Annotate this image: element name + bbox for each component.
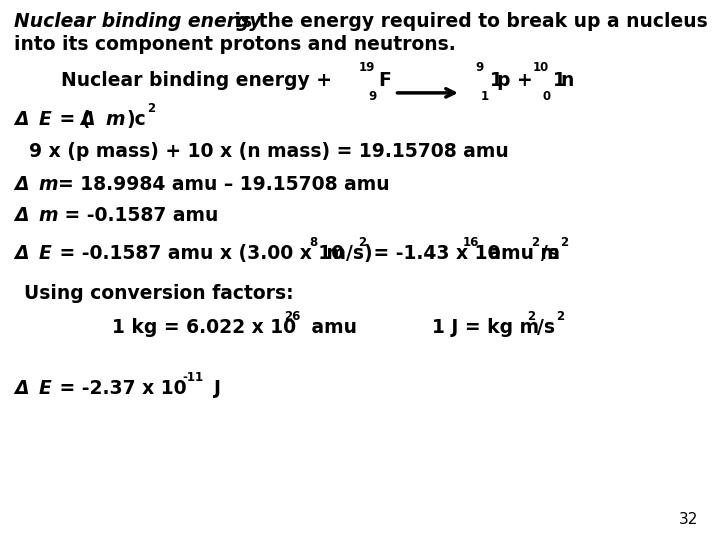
Text: m: m bbox=[39, 206, 58, 225]
Text: m: m bbox=[105, 110, 125, 129]
Text: -11: -11 bbox=[182, 370, 203, 384]
Text: 10: 10 bbox=[533, 61, 549, 75]
Text: m: m bbox=[39, 175, 58, 194]
Text: Δ: Δ bbox=[14, 379, 29, 398]
Text: = -0.1587 amu x (3.00 x 10: = -0.1587 amu x (3.00 x 10 bbox=[53, 244, 344, 263]
Text: = 18.9984 amu – 19.15708 amu: = 18.9984 amu – 19.15708 amu bbox=[58, 175, 390, 194]
Text: E: E bbox=[39, 110, 52, 129]
Text: p +: p + bbox=[497, 71, 533, 90]
Text: = -1.43 x 10: = -1.43 x 10 bbox=[367, 244, 500, 263]
Text: 26: 26 bbox=[284, 309, 301, 323]
Text: 1 J = kg m: 1 J = kg m bbox=[432, 318, 539, 337]
Text: into its component protons and neutrons.: into its component protons and neutrons. bbox=[14, 35, 456, 53]
Text: 1: 1 bbox=[490, 71, 503, 90]
Text: E: E bbox=[39, 379, 52, 398]
Text: amu: amu bbox=[305, 318, 356, 337]
Text: Nuclear binding energy +: Nuclear binding energy + bbox=[61, 71, 338, 90]
Text: 19: 19 bbox=[359, 61, 375, 75]
Text: 2: 2 bbox=[531, 235, 539, 249]
Text: = -0.1587 amu: = -0.1587 amu bbox=[58, 206, 218, 225]
Text: Using conversion factors:: Using conversion factors: bbox=[24, 284, 293, 302]
Text: Δ: Δ bbox=[14, 175, 29, 194]
Text: 32: 32 bbox=[679, 512, 698, 527]
Text: 9: 9 bbox=[475, 61, 483, 75]
Text: 9: 9 bbox=[368, 90, 376, 103]
Text: )c: )c bbox=[126, 110, 145, 129]
Text: amu m: amu m bbox=[482, 244, 559, 263]
Text: Δ: Δ bbox=[14, 244, 29, 263]
Text: 1: 1 bbox=[553, 71, 566, 90]
Text: 2: 2 bbox=[556, 309, 564, 323]
Text: Nuclear binding energy: Nuclear binding energy bbox=[14, 12, 262, 31]
Text: m/s): m/s) bbox=[320, 244, 372, 263]
Text: 2: 2 bbox=[527, 309, 535, 323]
Text: = -2.37 x 10: = -2.37 x 10 bbox=[53, 379, 186, 398]
Text: 9 x (p mass) + 10 x (n mass) = 19.15708 amu: 9 x (p mass) + 10 x (n mass) = 19.15708 … bbox=[29, 141, 508, 160]
Text: /s: /s bbox=[537, 318, 555, 337]
Text: E: E bbox=[39, 244, 52, 263]
Text: Δ: Δ bbox=[14, 110, 29, 129]
Text: n: n bbox=[560, 71, 574, 90]
Text: 0: 0 bbox=[543, 90, 551, 103]
Text: J: J bbox=[214, 379, 221, 398]
Text: Δ: Δ bbox=[81, 110, 95, 129]
Text: 1 kg = 6.022 x 10: 1 kg = 6.022 x 10 bbox=[112, 318, 296, 337]
Text: F: F bbox=[379, 71, 392, 90]
Text: is the energy required to break up a nucleus: is the energy required to break up a nuc… bbox=[228, 12, 707, 31]
Text: 1: 1 bbox=[481, 90, 489, 103]
Text: 2: 2 bbox=[359, 235, 366, 249]
Text: Δ: Δ bbox=[14, 206, 29, 225]
Text: 2: 2 bbox=[147, 102, 155, 115]
Text: 2: 2 bbox=[560, 235, 568, 249]
Text: = (: = ( bbox=[53, 110, 90, 129]
Text: 16: 16 bbox=[463, 235, 480, 249]
Text: 8: 8 bbox=[310, 235, 318, 249]
Text: /s: /s bbox=[541, 244, 559, 263]
